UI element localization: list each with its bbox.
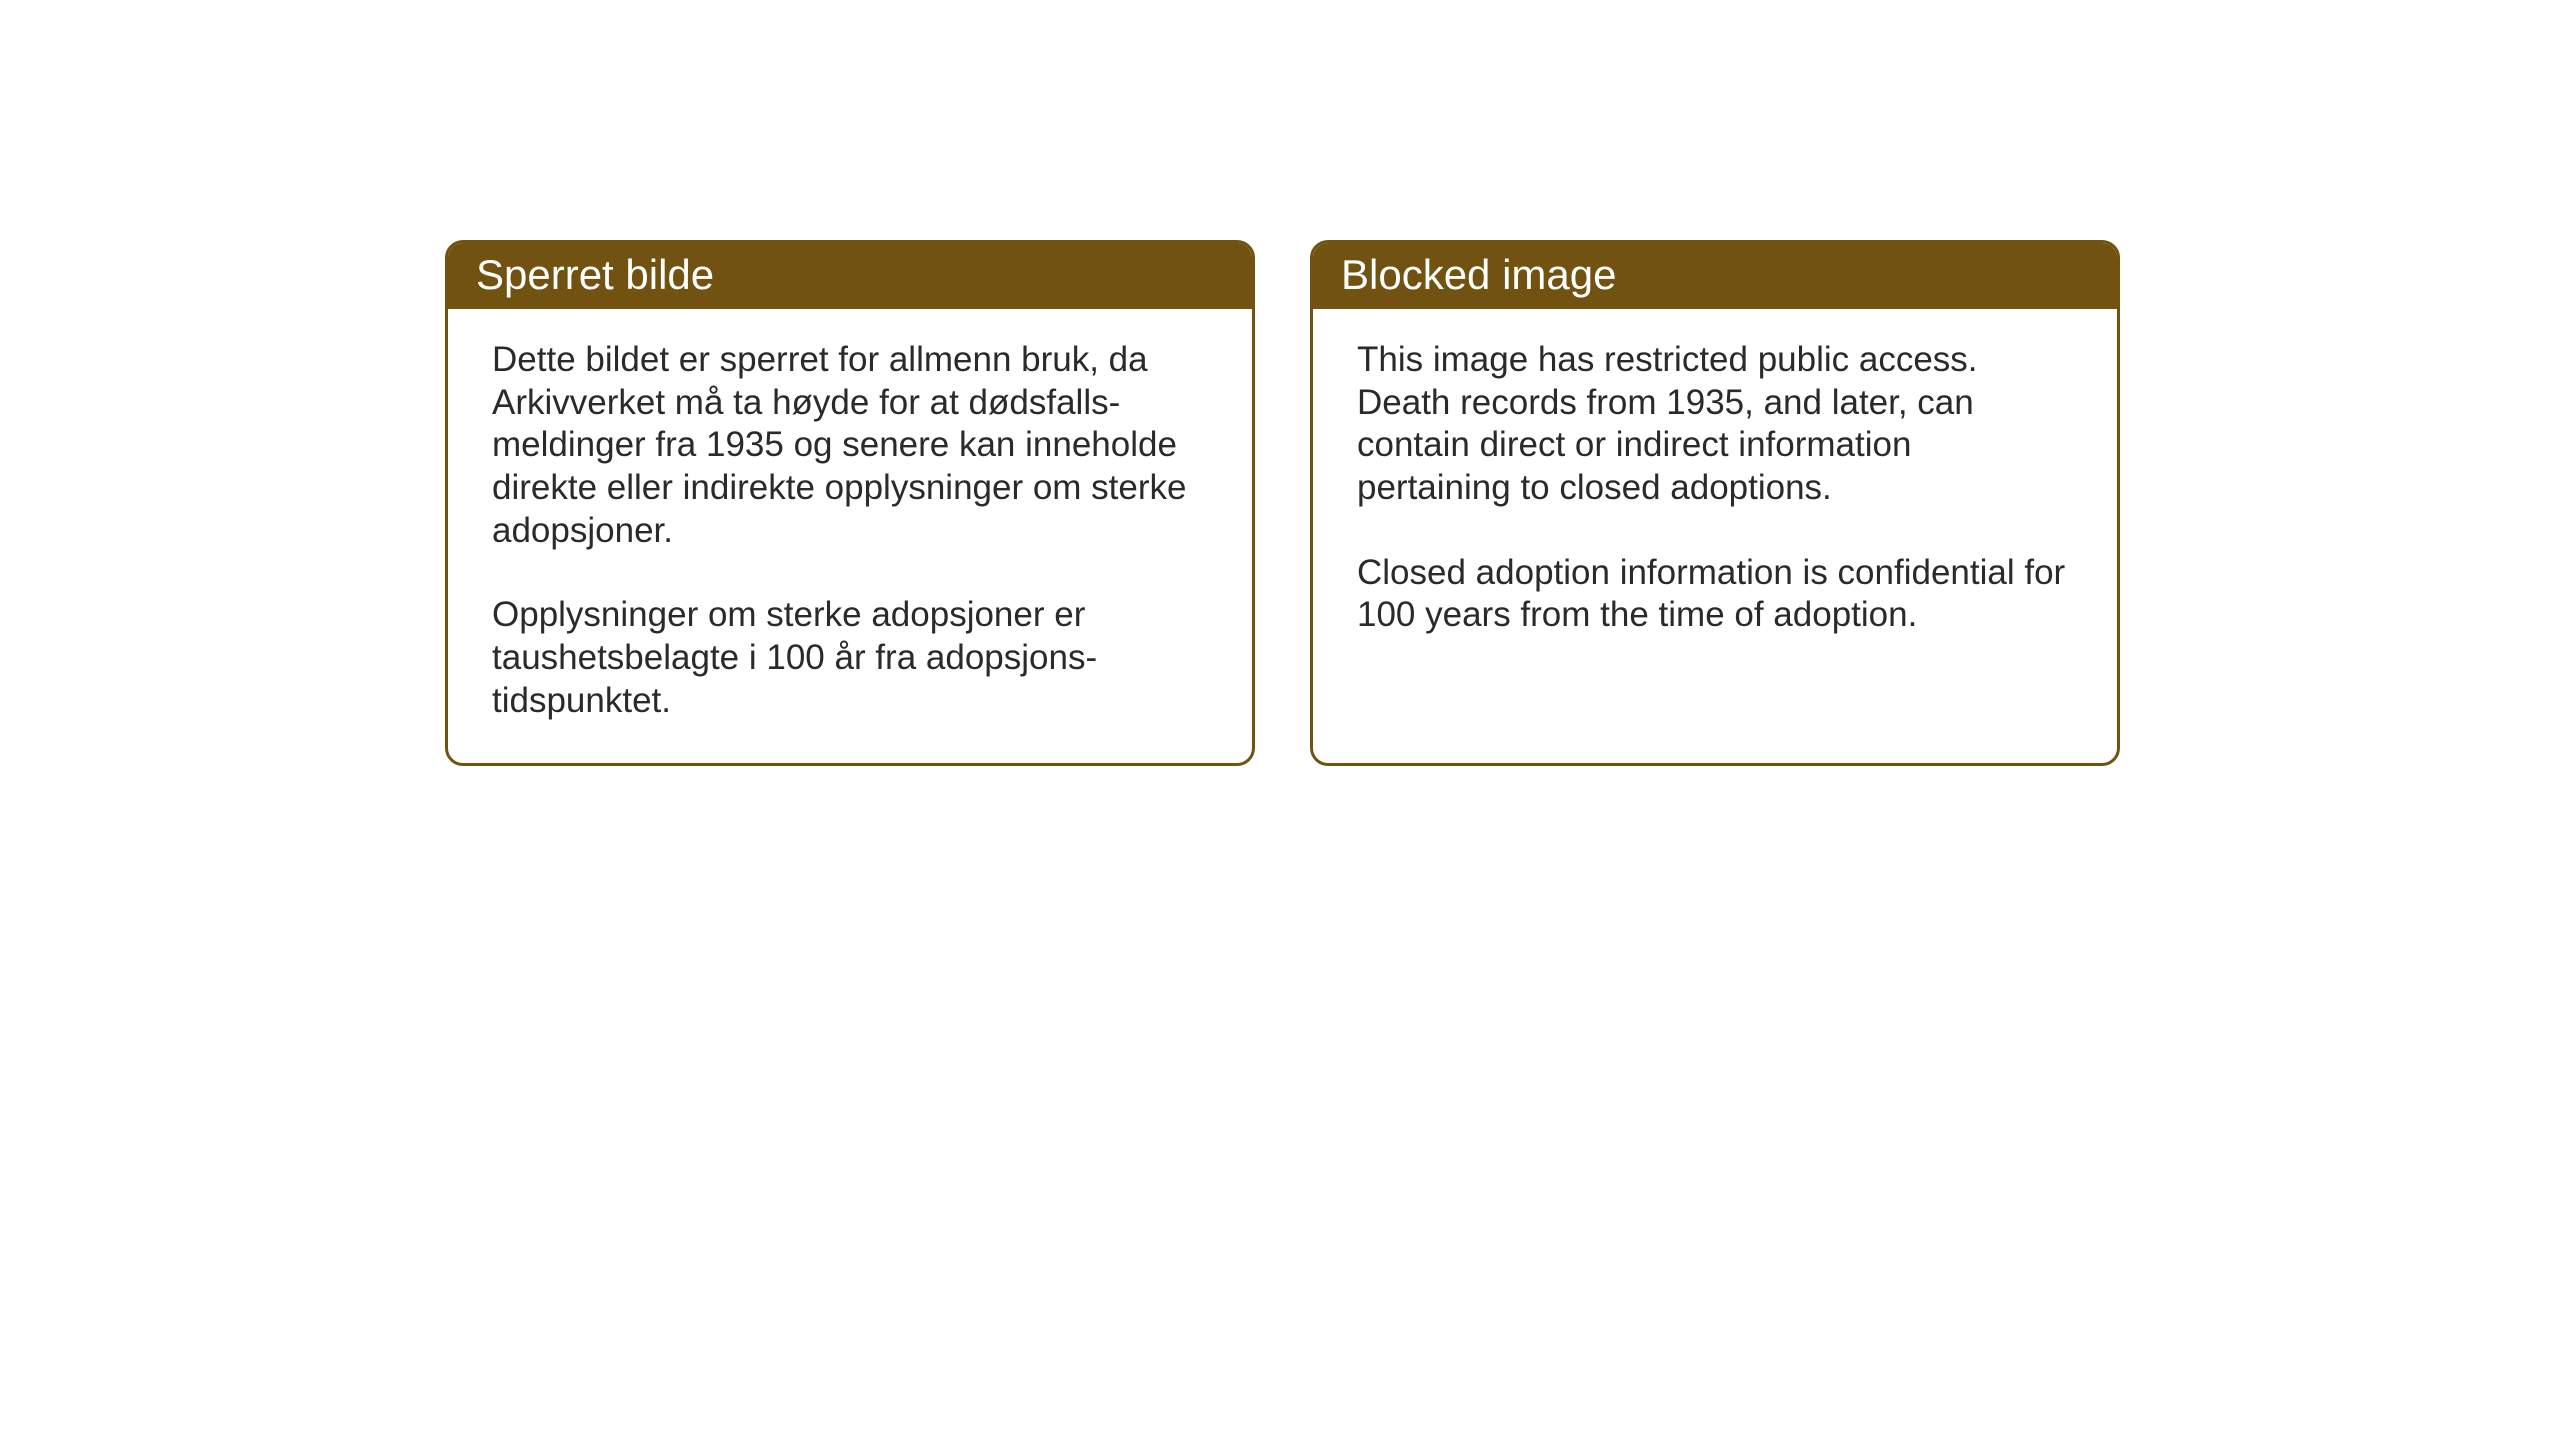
- cards-container: Sperret bilde Dette bildet er sperret fo…: [445, 240, 2120, 766]
- card-norwegian: Sperret bilde Dette bildet er sperret fo…: [445, 240, 1255, 766]
- card-norwegian-body: Dette bildet er sperret for allmenn bruk…: [448, 309, 1252, 763]
- card-norwegian-para1: Dette bildet er sperret for allmenn bruk…: [492, 339, 1208, 552]
- card-norwegian-para2: Opplysninger om sterke adopsjoner er tau…: [492, 594, 1208, 722]
- card-english: Blocked image This image has restricted …: [1310, 240, 2120, 766]
- card-norwegian-header: Sperret bilde: [448, 243, 1252, 309]
- card-english-para1: This image has restricted public access.…: [1357, 339, 2073, 510]
- card-english-para2: Closed adoption information is confident…: [1357, 552, 2073, 637]
- card-english-body: This image has restricted public access.…: [1313, 309, 2117, 677]
- card-english-header: Blocked image: [1313, 243, 2117, 309]
